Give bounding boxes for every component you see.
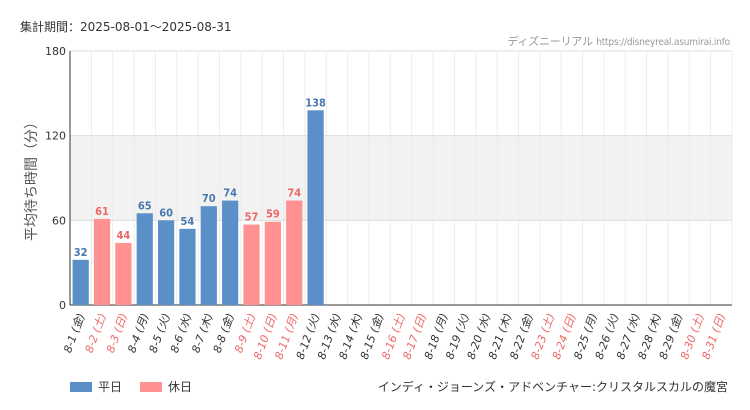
bar-8-7木[interactable] [200, 206, 217, 305]
bar-value-label: 65 [138, 199, 152, 212]
bar-8-3日[interactable] [115, 242, 132, 305]
y-tick-label: 60 [52, 214, 66, 227]
bar-8-11月[interactable] [286, 200, 303, 305]
bar-8-12火[interactable] [307, 110, 324, 306]
y-axis-title: 平均待ち時間（分） [24, 115, 40, 241]
bar-value-label: 70 [202, 192, 216, 205]
legend-item-holiday[interactable]: 休日 [140, 378, 192, 395]
bar-8-8金[interactable] [222, 200, 239, 305]
bar-value-label: 32 [74, 246, 88, 259]
bar-value-label: 74 [287, 187, 301, 200]
legend-swatch-holiday [140, 381, 163, 392]
legend-item-weekday[interactable]: 平日 [70, 378, 122, 395]
y-tick-label: 120 [45, 130, 66, 143]
legend-swatch-weekday [70, 381, 92, 392]
bar-value-label: 54 [181, 215, 195, 228]
bar-value-label: 60 [159, 206, 173, 219]
legend-label-weekday: 平日 [98, 380, 123, 394]
collection-period: 集計期間：2025-08-01～2025-08-31 [20, 20, 232, 34]
chart-legend: 平日 休日 [70, 378, 210, 395]
bar-value-label: 138 [305, 96, 326, 109]
bar-8-2土[interactable] [93, 218, 111, 305]
bar-8-9土[interactable] [243, 224, 260, 305]
source-url: https://disneyreal.asumirai.info [596, 37, 730, 48]
highlight-band [70, 135, 732, 221]
attraction-name: インディ・ジョーンズ・アドベンチャー:クリスタルスカルの魔宮 [377, 380, 728, 394]
bar-value-label: 74 [223, 187, 237, 200]
bar-8-4月[interactable] [136, 213, 153, 305]
bar-8-1金[interactable] [72, 259, 89, 305]
legend-label-holiday: 休日 [168, 380, 193, 394]
bar-value-label: 59 [266, 208, 280, 221]
y-tick-label: 180 [45, 45, 66, 58]
bar-8-5火[interactable] [157, 220, 175, 305]
source-site-name: ディズニーリアル [507, 35, 593, 48]
bar-value-label: 61 [95, 205, 109, 218]
y-tick-label: 0 [59, 299, 66, 312]
bar-8-10日[interactable] [264, 221, 281, 305]
bar-8-6水[interactable] [179, 228, 196, 305]
bar-value-label: 44 [116, 229, 130, 242]
source-credit: ディズニーリアル https://disneyreal.asumirai.inf… [507, 33, 730, 49]
bar-value-label: 57 [245, 211, 259, 224]
